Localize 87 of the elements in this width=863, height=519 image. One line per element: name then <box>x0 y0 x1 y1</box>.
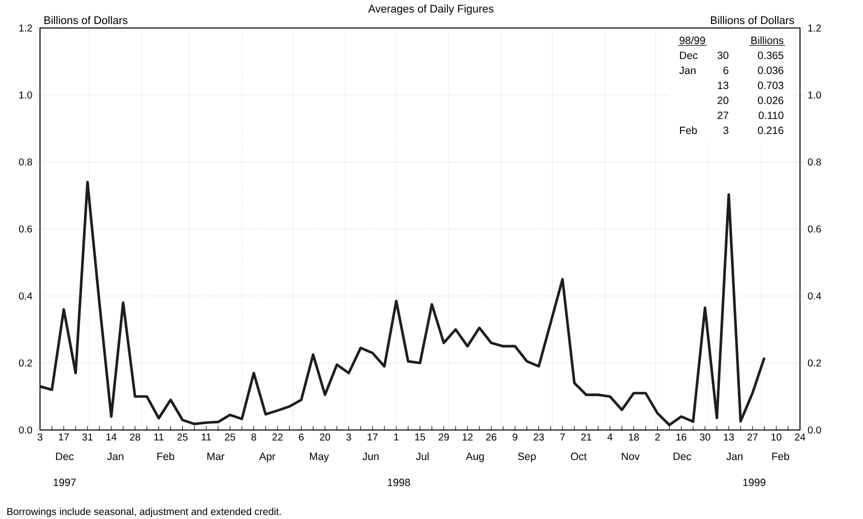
text: Jun <box>362 452 379 460</box>
x-tick-label: 2 <box>655 434 660 440</box>
y2-tick-label: 1.2 <box>808 24 821 32</box>
x-tick-label: 25 <box>177 434 188 441</box>
annotation: 3 <box>723 126 728 134</box>
text: Oct <box>570 452 587 460</box>
line-series <box>38 180 766 426</box>
text: Apr <box>259 452 276 462</box>
x-tick-label: 21 <box>581 434 592 440</box>
x-tick-label: 30 <box>700 434 710 441</box>
text: Jul <box>416 452 429 460</box>
y-tick-label: 1.0 <box>19 91 32 99</box>
text: Dec <box>674 452 692 460</box>
y2-tick-label: 1.0 <box>808 91 822 99</box>
text: Mar <box>207 452 224 460</box>
x-tick-label: 26 <box>486 434 496 441</box>
annotation: 0.703 <box>758 82 784 90</box>
y-tick-label: 1.2 <box>19 24 32 32</box>
y-axis-title: Billions of Dollars <box>44 16 128 24</box>
x-tick-label: 10 <box>771 434 782 441</box>
x-tick-label: 3 <box>38 434 42 441</box>
annotation: Jan <box>679 66 696 74</box>
y-tick-label: 0.4 <box>18 292 32 300</box>
annotation: 20 <box>718 96 728 104</box>
annotation: 30 <box>718 52 728 60</box>
annotation: 27 <box>718 112 728 119</box>
text: Dec <box>56 452 74 460</box>
x-tick-label: 7 <box>560 434 565 440</box>
annotation: Billions <box>751 36 784 44</box>
text: Jan <box>726 452 742 460</box>
annotation: 0.036 <box>758 66 784 74</box>
annotation: 0.365 <box>758 52 784 60</box>
y2-tick-label: 0.8 <box>808 158 821 166</box>
y2-tick-label: 0.0 <box>808 426 822 434</box>
annotation: Feb <box>680 126 697 134</box>
text: Nov <box>622 452 640 460</box>
x-tick-label: 15 <box>415 434 426 440</box>
x-tick-label: 28 <box>130 434 140 441</box>
y2-tick-label: 0.2 <box>808 359 821 367</box>
annotation: 98/99 <box>680 36 705 44</box>
x-tick-label: 6 <box>298 434 304 441</box>
text: May <box>310 452 329 462</box>
text: Sep <box>518 452 536 462</box>
text: Feb <box>772 452 790 460</box>
x-tick-label: 11 <box>202 434 211 440</box>
x-tick-label: 29 <box>438 434 449 441</box>
x-tick-label: 14 <box>106 434 117 440</box>
text: 1999 <box>743 478 766 486</box>
y2-tick-label: 0.4 <box>808 292 822 300</box>
x-tick-label: 27 <box>747 434 758 440</box>
text: Borrowings include seasonal, adjustment and extended credit. <box>7 508 281 518</box>
x-tick-label: 12 <box>462 434 473 440</box>
text: 1998 <box>388 478 410 486</box>
x-tick-label: 25 <box>224 434 236 441</box>
y-tick-label: 0.0 <box>18 426 32 434</box>
x-tick-label: 11 <box>154 434 164 440</box>
annotation: 0.110 <box>758 112 784 120</box>
annotation: 0.026 <box>758 96 784 104</box>
y2-axis-title: Billions of Dollars <box>711 16 794 24</box>
x-tick-label: 3 <box>346 434 352 441</box>
x-tick-label: 1 <box>394 434 399 440</box>
x-tick-label: 23 <box>534 434 544 441</box>
annotation: 13 <box>718 82 728 90</box>
x-tick-label: 8 <box>251 434 256 441</box>
x-tick-label: 20 <box>320 434 330 441</box>
x-tick-label: 4 <box>607 434 612 440</box>
x-tick-label: 16 <box>676 434 686 441</box>
x-tick-label: 22 <box>272 434 283 440</box>
y-tick-label: 0.8 <box>18 158 32 166</box>
annotation: 6 <box>723 66 728 74</box>
y-tick-label: 0.6 <box>18 225 32 233</box>
x-tick-label: 13 <box>724 434 734 441</box>
chart-title: Averages of Daily Figures <box>368 4 494 15</box>
x-tick-label: 24 <box>794 434 806 440</box>
text: Jan <box>107 452 124 460</box>
x-tick-label: 9 <box>512 434 518 441</box>
annotation: 0.216 <box>758 126 784 134</box>
y-tick-label: 0.2 <box>18 359 32 367</box>
annotation: Dec <box>680 52 698 60</box>
x-tick-label: 17 <box>368 434 378 440</box>
x-tick-label: 18 <box>628 434 639 441</box>
x-tick-label: 17 <box>58 434 69 440</box>
x-tick-label: 31 <box>82 434 93 441</box>
text: Feb <box>157 452 174 460</box>
y2-tick-label: 0.6 <box>808 225 821 233</box>
text: Aug <box>466 452 484 462</box>
text: 1997 <box>54 478 76 486</box>
